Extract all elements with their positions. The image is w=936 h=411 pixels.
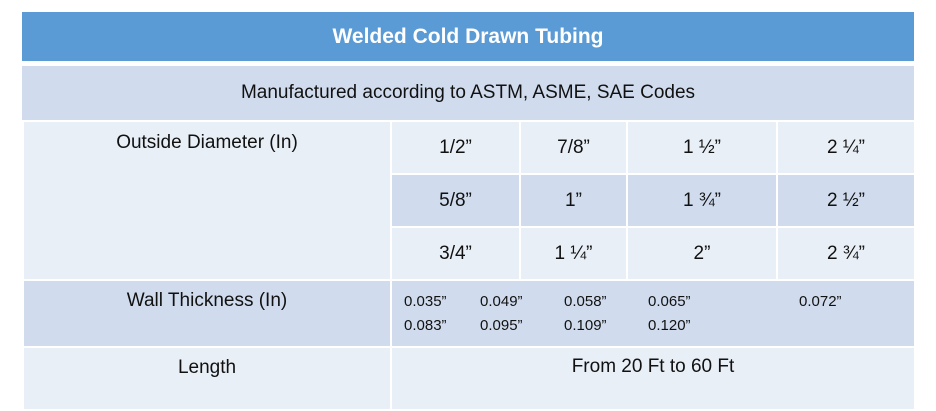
table-row: 3/4” 1 ¼” 2” 2 ¾” (23, 226, 916, 281)
od-cell: 1 ¾” (626, 173, 778, 228)
od-cell: 1” (519, 173, 628, 228)
wall-value: 0.120” (648, 316, 691, 334)
od-cell: 2 ¾” (776, 226, 916, 281)
outside-diameter-label: Outside Diameter (In) (22, 120, 392, 281)
od-cell: 1 ½” (626, 120, 778, 175)
length-label: Length (22, 346, 392, 411)
wall-value: 0.049” (480, 292, 523, 310)
wall-value: 0.095” (480, 316, 523, 334)
od-cell: 5/8” (390, 173, 521, 228)
table-subtitle: Manufactured according to ASTM, ASME, SA… (22, 66, 914, 120)
wall-value: 0.109” (564, 316, 607, 334)
od-cell: 7/8” (519, 120, 628, 175)
table-row: 5/8” 1” 1 ¾” 2 ½” (23, 173, 916, 228)
spec-table: Outside Diameter (In) 1/2” 7/8” 1 ½” 2 ¼… (22, 120, 916, 411)
od-cell: 2” (626, 226, 778, 281)
table-row: Wall Thickness (In) 0.035” 0.049” 0.058”… (22, 279, 916, 348)
wall-thickness-values: 0.035” 0.049” 0.058” 0.065” 0.072” 0.083… (390, 279, 916, 348)
od-cell: 2 ¼” (776, 120, 916, 175)
length-value: From 20 Ft to 60 Ft (390, 346, 916, 411)
wall-value: 0.035” (404, 292, 447, 310)
od-cell: 2 ½” (776, 173, 916, 228)
od-cell: 3/4” (390, 226, 521, 281)
wall-value: 0.058” (564, 292, 607, 310)
od-cell: 1 ¼” (519, 226, 628, 281)
wall-value: 0.072” (799, 292, 842, 310)
wall-thickness-label: Wall Thickness (In) (22, 279, 392, 348)
wall-value: 0.065” (648, 292, 691, 310)
od-cell: 1/2” (390, 120, 521, 175)
table-row: Length From 20 Ft to 60 Ft (22, 346, 916, 411)
wall-value: 0.083” (404, 316, 447, 334)
table-title: Welded Cold Drawn Tubing (22, 12, 914, 64)
table-row: Outside Diameter (In) 1/2” 7/8” 1 ½” 2 ¼… (22, 120, 916, 281)
